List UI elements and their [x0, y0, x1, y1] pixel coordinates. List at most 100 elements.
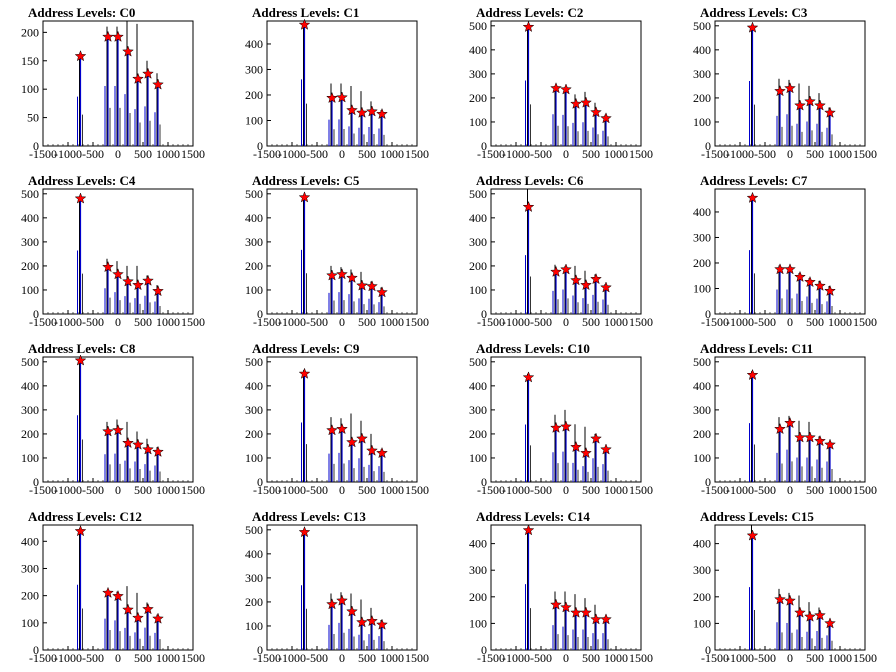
x-tick-label: 1000: [604, 651, 628, 665]
peak-marker: [336, 268, 348, 280]
x-tick-label: -500: [306, 315, 328, 329]
y-tick-label: 0: [33, 475, 39, 489]
x-tick-label: -1500: [29, 651, 57, 665]
peak-marker: [366, 280, 378, 292]
y-tick-label: 0: [705, 643, 711, 657]
x-tick-label: -1000: [726, 315, 754, 329]
x-tick-label: 0: [339, 315, 345, 329]
panel-title: Address Levels: C3: [700, 5, 808, 20]
x-tick-label: 0: [563, 483, 569, 497]
y-tick-label: 500: [245, 523, 263, 537]
panel-title: Address Levels: C6: [476, 173, 584, 188]
histogram-panel: Address Levels: C11 -1500 -1000 -500 0 500 100…: [672, 336, 896, 504]
peak-marker: [590, 613, 602, 625]
peak-marker: [600, 112, 612, 124]
y-tick-label: 400: [469, 537, 487, 551]
peak-marker: [580, 606, 592, 618]
x-tick-label: 0: [339, 147, 345, 161]
y-tick-label: 0: [705, 139, 711, 153]
x-tick-label: 1500: [181, 651, 205, 665]
x-tick-label: 0: [115, 147, 121, 161]
x-tick-label: 0: [115, 315, 121, 329]
x-tick-label: 500: [134, 147, 152, 161]
y-tick-label: 200: [21, 427, 39, 441]
x-tick-label: 1500: [853, 651, 877, 665]
y-tick-label: 300: [245, 403, 263, 417]
peak-marker: [774, 84, 786, 97]
panel-title: Address Levels: C8: [28, 341, 136, 356]
peak-marker: [600, 613, 612, 625]
peak-marker: [522, 200, 535, 213]
peak-marker: [580, 96, 592, 108]
panel-title: Address Levels: C15: [700, 509, 814, 524]
peak-marker: [814, 99, 826, 111]
histogram-panel: Address Levels: C1 -1500 -1000 -500 0 500 1000…: [224, 0, 448, 168]
x-tick-label: -1500: [253, 651, 281, 665]
peak-marker: [122, 275, 134, 287]
y-tick-label: 400: [21, 379, 39, 393]
x-tick-label: 1000: [604, 147, 628, 161]
y-tick-label: 300: [245, 235, 263, 249]
x-tick-label: 1500: [405, 315, 429, 329]
y-tick-label: 100: [21, 616, 39, 630]
y-tick-label: 0: [257, 307, 263, 321]
peak-marker: [112, 589, 124, 602]
y-tick-label: 500: [245, 187, 263, 201]
y-tick-label: 300: [469, 67, 487, 81]
panel-title: Address Levels: C13: [252, 509, 366, 524]
peak-marker: [346, 271, 358, 283]
peak-marker: [804, 95, 816, 107]
x-tick-label: 1000: [604, 483, 628, 497]
histogram-plot: -1500-1000 -500 0 500 1000 1500 0 100 200 300 400: [21, 524, 205, 665]
peak-marker: [74, 525, 87, 537]
y-tick-label: 100: [693, 451, 711, 465]
x-tick-label: -1000: [726, 651, 754, 665]
y-tick-label: 500: [469, 355, 487, 369]
peak-marker: [132, 72, 144, 84]
histogram-panel: Address Levels: C14 -1500 -1000 -500 0 500 100…: [448, 504, 672, 672]
x-tick-label: -500: [754, 483, 776, 497]
peak-marker: [794, 431, 806, 443]
y-tick-label: 500: [693, 355, 711, 369]
x-tick-label: -1500: [29, 147, 57, 161]
panel-title: Address Levels: C2: [476, 5, 584, 20]
x-tick-label: 1000: [604, 315, 628, 329]
x-tick-label: -1000: [502, 147, 530, 161]
peak-marker: [356, 432, 368, 444]
x-tick-label: -1000: [278, 483, 306, 497]
x-tick-label: -500: [306, 483, 328, 497]
y-tick-label: 500: [469, 19, 487, 33]
x-tick-label: 500: [582, 147, 600, 161]
peak-marker: [814, 434, 826, 447]
peak-marker: [746, 21, 759, 33]
x-tick-label: 1500: [629, 315, 653, 329]
x-tick-label: -500: [754, 651, 776, 665]
peak-marker: [102, 586, 114, 598]
peak-marker: [142, 274, 154, 286]
histogram-plot: -1500-1000 -500 0 500 1000 1500 0 100 200 300 400 5…: [21, 354, 205, 497]
y-tick-label: 400: [693, 43, 711, 57]
peak-marker: [784, 263, 796, 275]
peak-marker: [784, 416, 796, 429]
x-tick-label: 1500: [181, 147, 205, 161]
peak-marker: [794, 606, 806, 618]
y-tick-label: 200: [693, 91, 711, 105]
peak-marker: [774, 593, 786, 605]
panel-title: Address Levels: C10: [476, 341, 590, 356]
peak-marker: [326, 424, 338, 436]
y-tick-label: 200: [693, 427, 711, 441]
x-tick-label: -1000: [502, 315, 530, 329]
peak-marker: [132, 611, 144, 623]
peak-marker: [102, 30, 114, 42]
peak-marker: [580, 278, 592, 291]
y-tick-label: 400: [693, 205, 711, 219]
peak-marker: [152, 612, 164, 624]
y-tick-label: 0: [481, 643, 487, 657]
x-tick-label: 1500: [853, 483, 877, 497]
x-tick-label: -500: [530, 147, 552, 161]
peak-marker: [550, 265, 562, 277]
histogram-plot: -1500-1000 -500 0 500 1000 1500 0 100 200 300 400 5…: [469, 187, 653, 329]
x-tick-label: 0: [563, 315, 569, 329]
x-tick-label: 1500: [405, 651, 429, 665]
